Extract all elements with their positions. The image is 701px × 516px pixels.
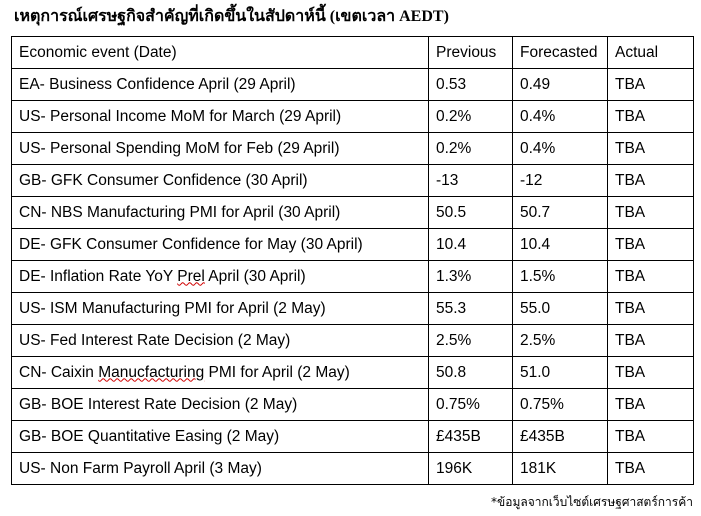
previous-cell: 0.75% — [428, 388, 513, 421]
actual-cell: TBA — [607, 324, 694, 357]
event-cell: CN- NBS Manufacturing PMI for April (30 … — [11, 196, 429, 229]
forecasted-cell: 10.4 — [512, 228, 608, 261]
header-forecasted: Forecasted — [512, 36, 608, 69]
forecasted-cell: 0.75% — [512, 388, 608, 421]
event-text: April (30 April) — [204, 267, 306, 285]
previous-cell: 50.8 — [428, 356, 513, 389]
previous-cell: 0.2% — [428, 100, 513, 133]
forecasted-cell: 181K — [512, 452, 608, 485]
economic-events-table: Economic event (Date) Previous Forecaste… — [11, 36, 694, 485]
previous-cell: 1.3% — [428, 260, 513, 293]
event-cell: DE- GFK Consumer Confidence for May (30 … — [11, 228, 429, 261]
table-row: DE- Inflation Rate YoY Prel April (30 Ap… — [11, 260, 694, 293]
event-text: CN- Caixin — [19, 363, 99, 381]
table-header-row: Economic event (Date) Previous Forecaste… — [11, 36, 694, 69]
table-row: GB- GFK Consumer Confidence (30 April) -… — [11, 164, 694, 197]
event-cell: CN- Caixin Manucfacturing PMI for April … — [11, 356, 429, 389]
event-cell: US- Non Farm Payroll April (3 May) — [11, 452, 429, 485]
event-cell: DE- Inflation Rate YoY Prel April (30 Ap… — [11, 260, 429, 293]
table-row: DE- GFK Consumer Confidence for May (30 … — [11, 228, 694, 261]
event-text: PMI for April (2 May) — [204, 363, 350, 381]
page-title: เหตุการณ์เศรษฐกิจสำคัญที่เกิดขึ้นในสัปดา… — [14, 8, 449, 25]
header-actual: Actual — [607, 36, 694, 69]
table-row: US- Fed Interest Rate Decision (2 May) 2… — [11, 324, 694, 357]
table-row: GB- BOE Interest Rate Decision (2 May) 0… — [11, 388, 694, 421]
event-cell: US- Fed Interest Rate Decision (2 May) — [11, 324, 429, 357]
table-row: CN- NBS Manufacturing PMI for April (30 … — [11, 196, 694, 229]
forecasted-cell: 0.4% — [512, 100, 608, 133]
forecasted-cell: £435B — [512, 420, 608, 453]
table-row: US- Personal Spending MoM for Feb (29 Ap… — [11, 132, 694, 165]
actual-cell: TBA — [607, 292, 694, 325]
forecasted-cell: 50.7 — [512, 196, 608, 229]
forecasted-cell: 51.0 — [512, 356, 608, 389]
previous-cell: 2.5% — [428, 324, 513, 357]
actual-cell: TBA — [607, 356, 694, 389]
spellcheck-flagged-word: Manucfacturing — [98, 363, 205, 381]
previous-cell: 55.3 — [428, 292, 513, 325]
actual-cell: TBA — [607, 132, 694, 165]
previous-cell: 196K — [428, 452, 513, 485]
header-event: Economic event (Date) — [11, 36, 429, 69]
forecasted-cell: -12 — [512, 164, 608, 197]
forecasted-cell: 0.4% — [512, 132, 608, 165]
event-cell: US- Personal Income MoM for March (29 Ap… — [11, 100, 429, 133]
forecasted-cell: 55.0 — [512, 292, 608, 325]
previous-cell: 0.53 — [428, 68, 513, 101]
previous-cell: £435B — [428, 420, 513, 453]
actual-cell: TBA — [607, 260, 694, 293]
previous-cell: 50.5 — [428, 196, 513, 229]
spellcheck-flagged-word: Prel — [177, 267, 205, 285]
actual-cell: TBA — [607, 68, 694, 101]
actual-cell: TBA — [607, 164, 694, 197]
actual-cell: TBA — [607, 196, 694, 229]
source-footnote: *ข้อมูลจากเว็บไซต์เศรษฐศาสตร์การค้า — [491, 495, 693, 509]
event-cell: US- ISM Manufacturing PMI for April (2 M… — [11, 292, 429, 325]
event-cell: GB- BOE Quantitative Easing (2 May) — [11, 420, 429, 453]
event-cell: EA- Business Confidence April (29 April) — [11, 68, 429, 101]
actual-cell: TBA — [607, 228, 694, 261]
actual-cell: TBA — [607, 452, 694, 485]
forecasted-cell: 2.5% — [512, 324, 608, 357]
table-row: US- Non Farm Payroll April (3 May) 196K … — [11, 452, 694, 485]
event-cell: GB- BOE Interest Rate Decision (2 May) — [11, 388, 429, 421]
event-text: DE- Inflation Rate YoY — [19, 267, 178, 285]
header-previous: Previous — [428, 36, 513, 69]
previous-cell: -13 — [428, 164, 513, 197]
actual-cell: TBA — [607, 388, 694, 421]
table-row: CN- Caixin Manucfacturing PMI for April … — [11, 356, 694, 389]
table-row: GB- BOE Quantitative Easing (2 May) £435… — [11, 420, 694, 453]
forecasted-cell: 0.49 — [512, 68, 608, 101]
table-row: EA- Business Confidence April (29 April)… — [11, 68, 694, 101]
actual-cell: TBA — [607, 100, 694, 133]
actual-cell: TBA — [607, 420, 694, 453]
previous-cell: 0.2% — [428, 132, 513, 165]
table-row: US- ISM Manufacturing PMI for April (2 M… — [11, 292, 694, 325]
event-cell: GB- GFK Consumer Confidence (30 April) — [11, 164, 429, 197]
event-cell: US- Personal Spending MoM for Feb (29 Ap… — [11, 132, 429, 165]
table-row: US- Personal Income MoM for March (29 Ap… — [11, 100, 694, 133]
forecasted-cell: 1.5% — [512, 260, 608, 293]
previous-cell: 10.4 — [428, 228, 513, 261]
